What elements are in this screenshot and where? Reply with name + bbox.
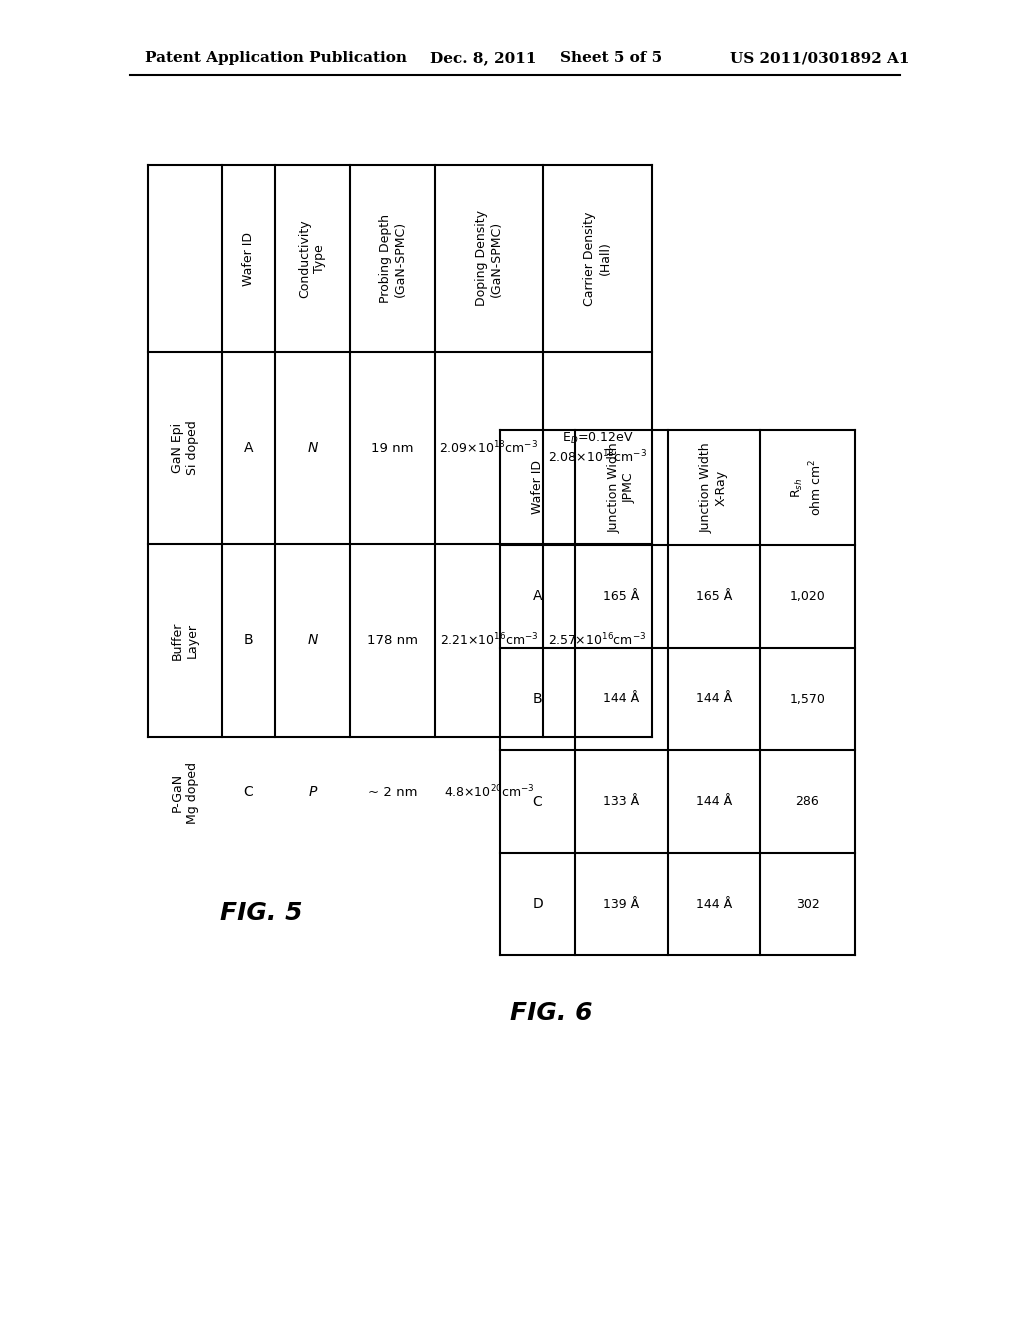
- Text: P: P: [308, 785, 316, 800]
- Text: 2.21×10$^{16}$cm$^{-3}$: 2.21×10$^{16}$cm$^{-3}$: [439, 632, 539, 649]
- Text: FIG. 6: FIG. 6: [510, 1001, 593, 1026]
- Text: ~ 2 nm: ~ 2 nm: [368, 785, 417, 799]
- Text: Wafer ID: Wafer ID: [531, 461, 544, 515]
- Text: Wafer ID: Wafer ID: [242, 231, 255, 285]
- Text: N: N: [307, 634, 317, 648]
- Text: Junction Width
X-Ray: Junction Width X-Ray: [700, 442, 728, 533]
- Text: 4.8×10$^{20}$cm$^{-3}$: 4.8×10$^{20}$cm$^{-3}$: [443, 784, 535, 801]
- Text: B: B: [532, 692, 543, 706]
- Text: A: A: [532, 590, 543, 603]
- Text: Carrier Density
(Hall): Carrier Density (Hall): [584, 211, 611, 306]
- Text: C: C: [244, 785, 253, 800]
- Text: 178 nm: 178 nm: [367, 634, 418, 647]
- Text: N: N: [307, 441, 317, 455]
- Text: Buffer
Layer: Buffer Layer: [171, 622, 199, 660]
- Text: GaN Epi
Si doped: GaN Epi Si doped: [171, 421, 199, 475]
- Text: 286: 286: [796, 795, 819, 808]
- Text: 2.57×10$^{16}$cm$^{-3}$: 2.57×10$^{16}$cm$^{-3}$: [548, 632, 647, 649]
- Text: E$_D$=0.12eV
2.08×10$^{18}$cm$^{-3}$: E$_D$=0.12eV 2.08×10$^{18}$cm$^{-3}$: [548, 430, 647, 465]
- Text: 144 Å: 144 Å: [696, 693, 732, 705]
- Text: 1,570: 1,570: [790, 693, 825, 705]
- Text: R$_{sh}$
ohm cm$^2$: R$_{sh}$ ohm cm$^2$: [791, 459, 824, 516]
- Text: 2.09×10$^{18}$cm$^{-3}$: 2.09×10$^{18}$cm$^{-3}$: [439, 440, 539, 457]
- Text: Conductivity
Type: Conductivity Type: [299, 219, 327, 298]
- Text: C: C: [532, 795, 543, 808]
- Text: 139 Å: 139 Å: [603, 898, 640, 911]
- Text: 144 Å: 144 Å: [696, 795, 732, 808]
- Text: 165 Å: 165 Å: [696, 590, 732, 603]
- Text: P-GaN
Mg doped: P-GaN Mg doped: [171, 762, 199, 824]
- Text: Probing Depth
(GaN-SPMC): Probing Depth (GaN-SPMC): [379, 214, 407, 304]
- Text: Dec. 8, 2011: Dec. 8, 2011: [430, 51, 537, 65]
- Text: Doping Density
(GaN-SPMC): Doping Density (GaN-SPMC): [475, 210, 503, 306]
- Text: Patent Application Publication: Patent Application Publication: [145, 51, 407, 65]
- Text: FIG. 5: FIG. 5: [220, 902, 302, 925]
- Text: 165 Å: 165 Å: [603, 590, 640, 603]
- Text: Junction Width
JPMC: Junction Width JPMC: [607, 442, 636, 533]
- Text: 144 Å: 144 Å: [696, 898, 732, 911]
- Text: 133 Å: 133 Å: [603, 795, 640, 808]
- Text: 19 nm: 19 nm: [372, 441, 414, 454]
- Text: 302: 302: [796, 898, 819, 911]
- Text: A: A: [244, 441, 253, 455]
- Text: 144 Å: 144 Å: [603, 693, 640, 705]
- Text: US 2011/0301892 A1: US 2011/0301892 A1: [730, 51, 909, 65]
- Text: D: D: [532, 898, 543, 911]
- Text: 1,020: 1,020: [790, 590, 825, 603]
- Text: B: B: [244, 634, 253, 648]
- Text: Sheet 5 of 5: Sheet 5 of 5: [560, 51, 663, 65]
